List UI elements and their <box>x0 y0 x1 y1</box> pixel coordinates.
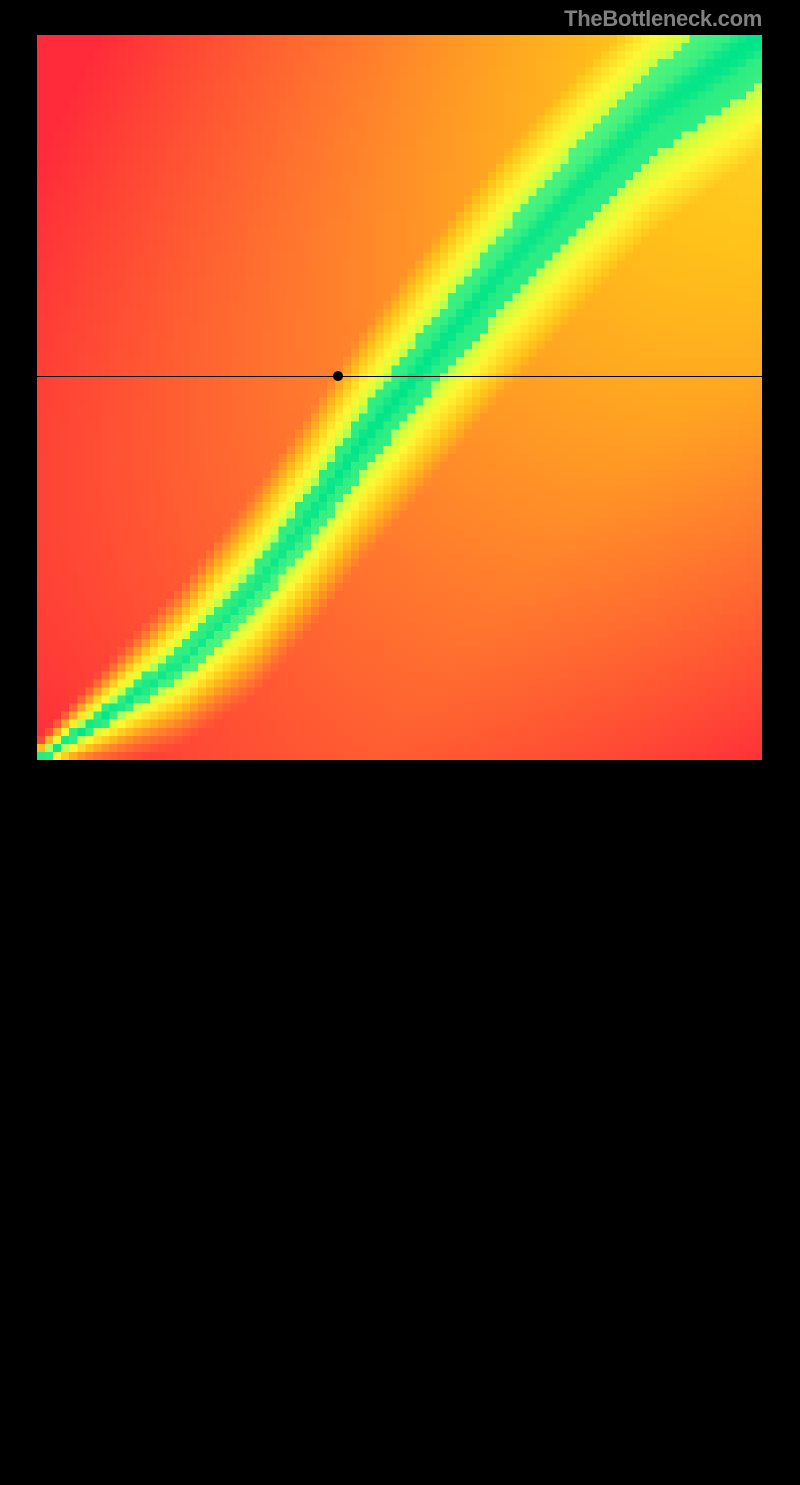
crosshair-horizontal <box>37 376 762 377</box>
heatmap-canvas <box>37 35 762 760</box>
watermark-text: TheBottleneck.com <box>564 6 762 32</box>
crosshair-vertical <box>338 760 339 1485</box>
bottleneck-marker <box>333 371 343 381</box>
heatmap-plot <box>37 35 762 760</box>
